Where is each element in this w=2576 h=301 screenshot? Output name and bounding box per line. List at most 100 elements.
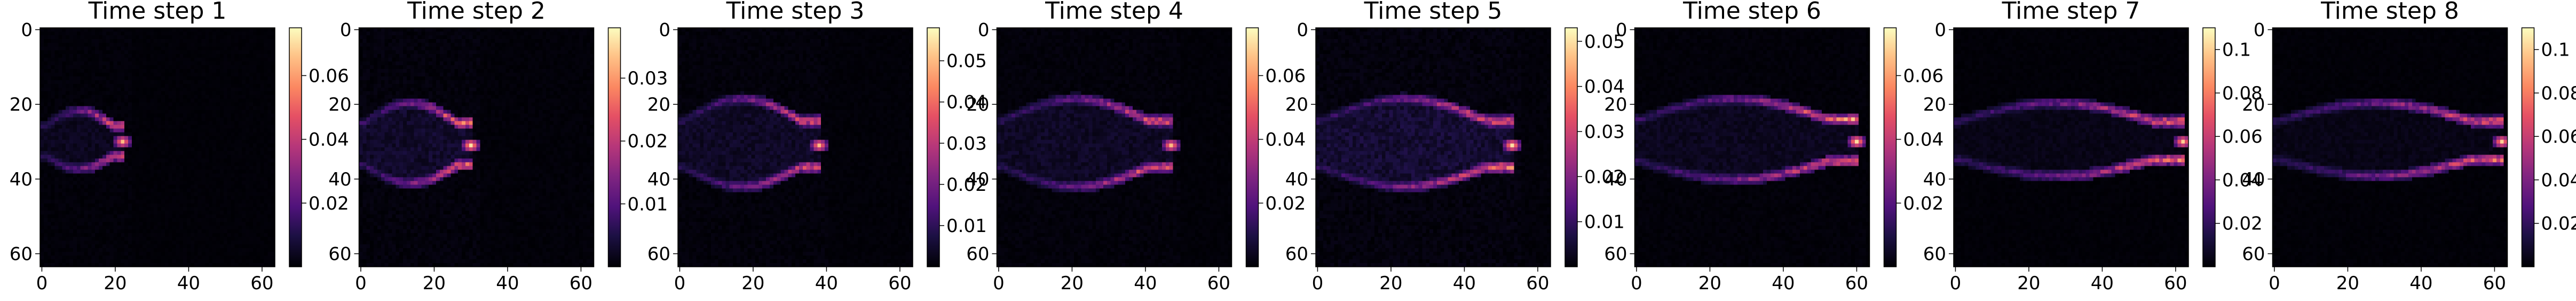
heatmap-cell: [183, 173, 187, 177]
heatmap-cell: [242, 47, 246, 51]
heatmap-cell: [381, 61, 385, 66]
heatmap-cell: [183, 192, 187, 196]
heatmap-cell: [260, 244, 264, 249]
heatmap-cell: [69, 121, 73, 126]
heatmap-cell: [169, 222, 172, 226]
heatmap-cell: [169, 196, 172, 200]
heatmap-cell: [114, 256, 117, 260]
heatmap-cell: [231, 162, 235, 166]
heatmap-cell: [176, 133, 179, 137]
heatmap-cell: [202, 148, 206, 152]
heatmap-cell: [194, 65, 198, 70]
heatmap-cell: [114, 61, 117, 66]
heatmap-cell: [95, 50, 99, 55]
heatmap-cell: [198, 84, 202, 88]
heatmap-cell: [40, 151, 44, 155]
heatmap-cell: [154, 39, 157, 43]
heatmap-cell: [55, 233, 59, 237]
heatmap-cell: [487, 76, 491, 81]
heatmap-cell: [84, 259, 88, 264]
heatmap-cell: [95, 233, 99, 237]
heatmap-cell: [513, 32, 517, 36]
heatmap-cell: [183, 88, 187, 92]
heatmap-cell: [487, 43, 491, 47]
heatmap-cell: [124, 133, 128, 137]
heatmap-cell: [154, 237, 157, 241]
heatmap-cell: [238, 226, 242, 230]
heatmap-cell: [260, 80, 264, 84]
heatmap-cell: [253, 237, 257, 241]
heatmap-cell: [172, 106, 176, 111]
heatmap-cell: [224, 35, 227, 40]
heatmap-cell: [565, 61, 568, 66]
heatmap-cell: [154, 233, 157, 237]
heatmap-cell: [432, 39, 436, 43]
heatmap-cell: [143, 73, 147, 77]
heatmap-cell: [257, 229, 260, 234]
heatmap-cell: [234, 256, 238, 260]
heatmap-cell: [491, 54, 495, 58]
heatmap-cell: [224, 32, 227, 36]
heatmap-cell: [451, 76, 454, 81]
heatmap-cell: [183, 237, 187, 241]
heatmap-cell: [95, 173, 99, 177]
heatmap-cell: [157, 84, 161, 88]
heatmap-cell: [249, 88, 253, 92]
heatmap-cell: [191, 173, 194, 177]
heatmap-cell: [55, 140, 59, 144]
heatmap-cell: [102, 148, 106, 152]
heatmap-cell: [440, 50, 444, 55]
heatmap-cell: [62, 76, 66, 81]
heatmap-cell: [532, 28, 535, 32]
heatmap-cell: [62, 226, 66, 230]
heatmap-cell: [396, 28, 399, 32]
heatmap-cell: [146, 103, 150, 107]
heatmap-cell: [216, 184, 220, 189]
heatmap-cell: [257, 88, 260, 92]
heatmap-cell: [161, 211, 165, 215]
heatmap-cell: [528, 35, 532, 40]
heatmap-cell: [66, 173, 69, 177]
heatmap-cell: [535, 47, 539, 51]
heatmap-cell: [40, 73, 44, 77]
heatmap-cell: [267, 226, 271, 230]
heatmap-cell: [198, 110, 202, 114]
heatmap-cell: [267, 99, 271, 103]
heatmap-cell: [220, 58, 224, 62]
heatmap-cell: [58, 233, 62, 237]
heatmap-cell: [117, 88, 121, 92]
heatmap-cell: [366, 35, 370, 40]
heatmap-cell: [55, 54, 59, 58]
heatmap-cell: [194, 162, 198, 166]
heatmap-cell: [91, 181, 95, 185]
heatmap-cell: [150, 218, 154, 222]
heatmap-cell: [88, 125, 91, 129]
heatmap-cell: [253, 80, 257, 84]
heatmap-cell: [143, 144, 147, 148]
heatmap-cell: [102, 91, 106, 96]
heatmap-cell: [110, 233, 114, 237]
heatmap-cell: [198, 169, 202, 174]
heatmap-cell: [377, 47, 381, 51]
heatmap-cell: [66, 99, 69, 103]
heatmap-cell: [227, 256, 231, 260]
heatmap-cell: [231, 35, 235, 40]
heatmap-cell: [539, 58, 542, 62]
heatmap-cell: [234, 148, 238, 152]
heatmap-cell: [146, 181, 150, 185]
heatmap-cell: [88, 39, 91, 43]
heatmap-cell: [77, 207, 81, 211]
heatmap-cell: [583, 39, 587, 43]
heatmap-cell: [114, 73, 117, 77]
heatmap-cell: [209, 95, 212, 99]
heatmap-cell: [154, 211, 157, 215]
heatmap-cell: [88, 99, 91, 103]
heatmap-cell: [139, 43, 143, 47]
heatmap-cell: [183, 133, 187, 137]
heatmap-cell: [99, 173, 102, 177]
heatmap-cell: [48, 118, 51, 122]
heatmap-cell: [179, 50, 183, 55]
heatmap-cell: [495, 61, 499, 66]
heatmap-cell: [194, 144, 198, 148]
heatmap-cell: [374, 47, 377, 51]
